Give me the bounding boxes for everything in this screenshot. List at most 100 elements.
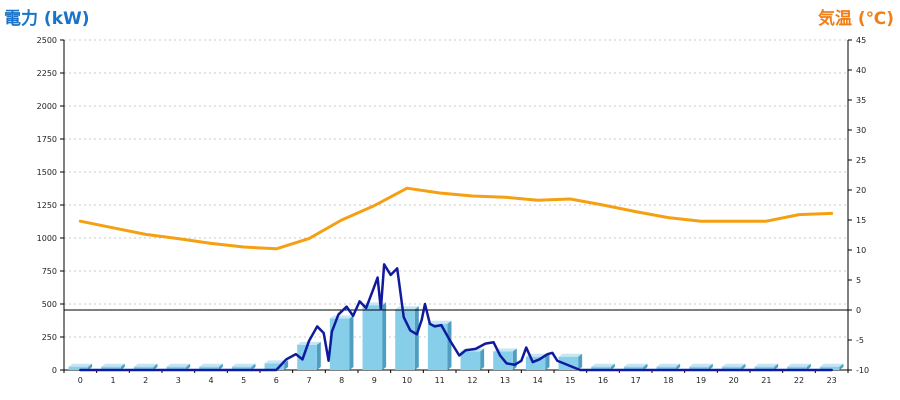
bar-top: [101, 363, 125, 367]
bar-front: [199, 366, 219, 370]
bar-front: [133, 366, 154, 370]
x-tick-label: 6: [274, 376, 279, 385]
left-tick-label: 750: [42, 267, 57, 276]
bar-top: [395, 306, 419, 310]
x-tick-label: 11: [435, 376, 445, 385]
bar-side: [643, 363, 648, 370]
bar: [395, 306, 419, 370]
x-tick-label: 14: [533, 376, 543, 385]
x-tick-label: 21: [761, 376, 771, 385]
left-tick-label: 500: [42, 300, 57, 309]
bar-top: [623, 363, 648, 367]
bar-front: [721, 366, 742, 370]
x-tick-label: 0: [78, 376, 83, 385]
bar-front: [101, 366, 121, 370]
bar-front: [166, 366, 187, 370]
x-tick-label: 23: [827, 376, 837, 385]
bar: [166, 363, 191, 370]
bar: [297, 341, 321, 370]
bar-front: [754, 366, 775, 370]
bar-front: [362, 305, 383, 370]
bar-top: [787, 363, 811, 367]
bar-top: [656, 363, 681, 367]
bar-front: [297, 344, 317, 370]
x-tick-label: 2: [143, 376, 148, 385]
x-tick-label: 7: [306, 376, 311, 385]
left-tick-label: 1000: [37, 234, 57, 243]
left-tick-label: 2000: [37, 102, 57, 111]
bar: [133, 363, 158, 370]
right-tick-label: -10: [856, 366, 869, 375]
bar-side: [316, 341, 321, 370]
bar-side: [447, 320, 452, 370]
bar-side: [153, 363, 158, 370]
bar-front: [395, 309, 415, 370]
right-tick-label: 5: [856, 276, 861, 285]
bar-front: [329, 318, 350, 370]
bar-front: [460, 351, 481, 370]
bar-top: [754, 363, 779, 367]
right-tick-label: 35: [856, 96, 866, 105]
right-tick-label: 40: [856, 66, 866, 75]
bar: [68, 363, 93, 370]
bar: [231, 363, 256, 370]
bar: [819, 363, 844, 370]
bar-side: [88, 363, 93, 370]
bar-side: [774, 363, 779, 370]
bar-side: [708, 363, 713, 370]
bar-side: [545, 353, 550, 370]
bar-side: [610, 363, 615, 370]
bar-top: [819, 363, 844, 367]
right-tick-label: 45: [856, 36, 866, 45]
bar-side: [806, 363, 811, 370]
bar-side: [186, 363, 191, 370]
bar-side: [676, 363, 681, 370]
temperature-line: [78, 186, 834, 251]
bar-side: [120, 363, 125, 370]
bar-side: [480, 348, 485, 370]
bar-top: [329, 315, 354, 319]
left-tick-label: 1250: [37, 201, 57, 210]
bar-top: [591, 363, 615, 367]
power-line: [79, 263, 833, 372]
x-tick-label: 9: [372, 376, 377, 385]
right-axis-title: 気温 (℃): [817, 9, 894, 29]
left-tick-label: 250: [42, 333, 57, 342]
bar: [199, 363, 223, 370]
bar-side: [414, 306, 419, 370]
x-tick-label: 8: [339, 376, 344, 385]
bar: [329, 315, 354, 370]
bar-front: [591, 366, 611, 370]
left-tick-label: 2500: [37, 36, 57, 45]
right-tick-label: 10: [856, 246, 866, 255]
x-tick-label: 3: [176, 376, 181, 385]
bar: [101, 363, 125, 370]
bar-top: [558, 353, 583, 357]
x-tick-label: 13: [500, 376, 510, 385]
right-tick-label: 25: [856, 156, 866, 165]
bar-side: [839, 363, 844, 370]
bar-front: [819, 366, 840, 370]
left-axis-title: 電力 (kW): [4, 9, 90, 29]
bar-top: [199, 363, 223, 367]
bar-side: [512, 348, 517, 370]
bar: [787, 363, 811, 370]
right-tick-label: 30: [856, 126, 866, 135]
bar-top: [68, 363, 93, 367]
bar-top: [721, 363, 746, 367]
bar-side: [382, 302, 387, 370]
bar-front: [68, 366, 89, 370]
bar: [427, 320, 452, 370]
bar-top: [689, 363, 713, 367]
bar: [493, 348, 517, 370]
left-tick-label: 1750: [37, 135, 57, 144]
left-tick-label: 2250: [37, 69, 57, 78]
right-tick-label: 0: [856, 306, 861, 315]
bar-side: [251, 363, 256, 370]
bar: [721, 363, 746, 370]
x-tick-label: 22: [794, 376, 804, 385]
bar-front: [787, 366, 807, 370]
x-tick-label: 4: [208, 376, 213, 385]
x-tick-label: 16: [598, 376, 608, 385]
